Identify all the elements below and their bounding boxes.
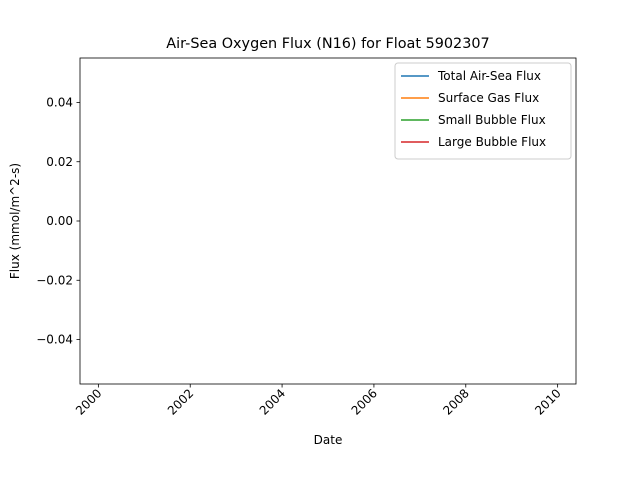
y-tick-label: 0.04 xyxy=(46,96,73,110)
legend-box xyxy=(394,62,572,160)
chart-title: Air-Sea Oxygen Flux (N16) for Float 5902… xyxy=(166,36,489,52)
legend: Total Air-Sea Flux Surface Gas Flux Small … xyxy=(394,62,572,160)
y-tick-label: −0.04 xyxy=(36,333,73,347)
x-axis-label: Date xyxy=(314,433,343,447)
legend-label: Small Bubble Flux xyxy=(438,113,546,127)
y-tick-label: 0.00 xyxy=(46,214,73,228)
y-axis-label: Flux (mmol/m^2-s) xyxy=(8,163,22,279)
y-tick-label: 0.02 xyxy=(46,155,73,169)
legend-label: Surface Gas Flux xyxy=(438,91,539,105)
legend-label: Large Bubble Flux xyxy=(438,135,546,149)
legend-label: Total Air-Sea Flux xyxy=(437,69,541,83)
y-axis-ticks: 0.04 0.02 0.00 −0.02 −0.04 xyxy=(36,96,80,347)
y-tick-label: −0.02 xyxy=(36,273,73,287)
